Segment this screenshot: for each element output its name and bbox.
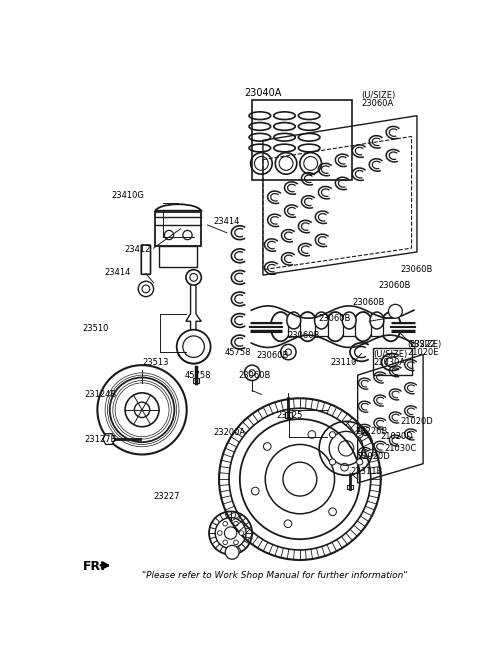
Bar bbox=[371, 318, 383, 336]
Bar bbox=[193, 379, 199, 383]
Text: A: A bbox=[392, 307, 398, 316]
Circle shape bbox=[329, 508, 336, 516]
Text: 23414: 23414 bbox=[214, 216, 240, 226]
Text: 23510: 23510 bbox=[83, 325, 109, 333]
Text: 23200A: 23200A bbox=[214, 428, 246, 438]
Text: 23227: 23227 bbox=[154, 491, 180, 501]
Text: 23127B: 23127B bbox=[84, 434, 117, 443]
Text: 23060B: 23060B bbox=[318, 314, 351, 323]
Text: 23222: 23222 bbox=[409, 340, 436, 349]
Text: 23410G: 23410G bbox=[111, 192, 144, 200]
Text: 23513: 23513 bbox=[142, 358, 168, 367]
FancyBboxPatch shape bbox=[141, 245, 151, 274]
Circle shape bbox=[225, 545, 239, 559]
Text: 21020E: 21020E bbox=[408, 348, 439, 357]
Text: 23060B: 23060B bbox=[378, 281, 411, 289]
Text: 23110: 23110 bbox=[331, 358, 357, 367]
Circle shape bbox=[284, 520, 292, 527]
Text: "Please refer to Work Shop Manual for further information": "Please refer to Work Shop Manual for fu… bbox=[142, 571, 408, 580]
Circle shape bbox=[223, 522, 228, 526]
Bar bbox=[347, 485, 353, 489]
Circle shape bbox=[341, 463, 348, 471]
Text: (U/SIZE): (U/SIZE) bbox=[361, 91, 396, 100]
Circle shape bbox=[357, 459, 363, 465]
Text: 23125: 23125 bbox=[277, 411, 303, 420]
Bar bbox=[285, 412, 292, 417]
Text: 21030A: 21030A bbox=[373, 358, 405, 367]
Bar bbox=[373, 348, 411, 375]
Ellipse shape bbox=[353, 312, 373, 341]
Circle shape bbox=[239, 531, 244, 535]
Bar bbox=[159, 246, 197, 268]
Bar bbox=[288, 318, 300, 336]
Text: A: A bbox=[229, 548, 235, 557]
Text: 23060B: 23060B bbox=[238, 371, 271, 380]
Text: 23060B: 23060B bbox=[400, 265, 432, 274]
Text: 21020D: 21020D bbox=[358, 451, 390, 461]
Text: 23412: 23412 bbox=[124, 245, 151, 254]
Text: (U/SIZE): (U/SIZE) bbox=[373, 350, 408, 359]
Circle shape bbox=[388, 304, 402, 318]
Text: 45758: 45758 bbox=[225, 348, 251, 357]
Circle shape bbox=[234, 522, 238, 526]
Text: 23060A: 23060A bbox=[361, 99, 394, 108]
Bar bbox=[315, 318, 328, 336]
Text: (U/SIZE): (U/SIZE) bbox=[408, 340, 442, 349]
Polygon shape bbox=[103, 434, 115, 444]
Text: 23124B: 23124B bbox=[84, 390, 117, 399]
Text: 23414: 23414 bbox=[104, 268, 131, 277]
Circle shape bbox=[177, 330, 211, 363]
Text: 21030C: 21030C bbox=[384, 444, 417, 453]
Circle shape bbox=[138, 281, 154, 297]
Text: 23060B: 23060B bbox=[257, 352, 289, 360]
Circle shape bbox=[234, 540, 238, 544]
Circle shape bbox=[186, 270, 201, 285]
Bar bbox=[343, 318, 355, 336]
Ellipse shape bbox=[381, 312, 401, 341]
Circle shape bbox=[217, 531, 222, 535]
Text: 23040A: 23040A bbox=[244, 88, 282, 98]
Circle shape bbox=[357, 432, 363, 438]
Text: 23311B: 23311B bbox=[350, 467, 383, 476]
Ellipse shape bbox=[271, 312, 291, 341]
Circle shape bbox=[264, 443, 271, 450]
Circle shape bbox=[164, 230, 174, 239]
Circle shape bbox=[329, 459, 336, 465]
Text: 23060B: 23060B bbox=[352, 298, 384, 306]
Text: 21020D: 21020D bbox=[381, 432, 413, 441]
Circle shape bbox=[223, 540, 228, 544]
Circle shape bbox=[329, 432, 336, 438]
Ellipse shape bbox=[314, 312, 328, 329]
Circle shape bbox=[252, 487, 259, 495]
Ellipse shape bbox=[342, 312, 356, 329]
Text: 23060B: 23060B bbox=[288, 331, 320, 340]
Bar bbox=[155, 212, 201, 246]
Text: 45758: 45758 bbox=[184, 371, 211, 380]
Circle shape bbox=[183, 230, 192, 239]
Ellipse shape bbox=[298, 312, 318, 341]
Text: 21020D: 21020D bbox=[400, 417, 433, 426]
Ellipse shape bbox=[287, 312, 300, 329]
Text: 23226B: 23226B bbox=[355, 427, 388, 436]
Ellipse shape bbox=[325, 312, 345, 341]
Bar bbox=[252, 100, 352, 180]
Polygon shape bbox=[186, 279, 201, 340]
Circle shape bbox=[308, 430, 316, 438]
Ellipse shape bbox=[370, 312, 384, 329]
Text: FR.: FR. bbox=[83, 560, 106, 573]
